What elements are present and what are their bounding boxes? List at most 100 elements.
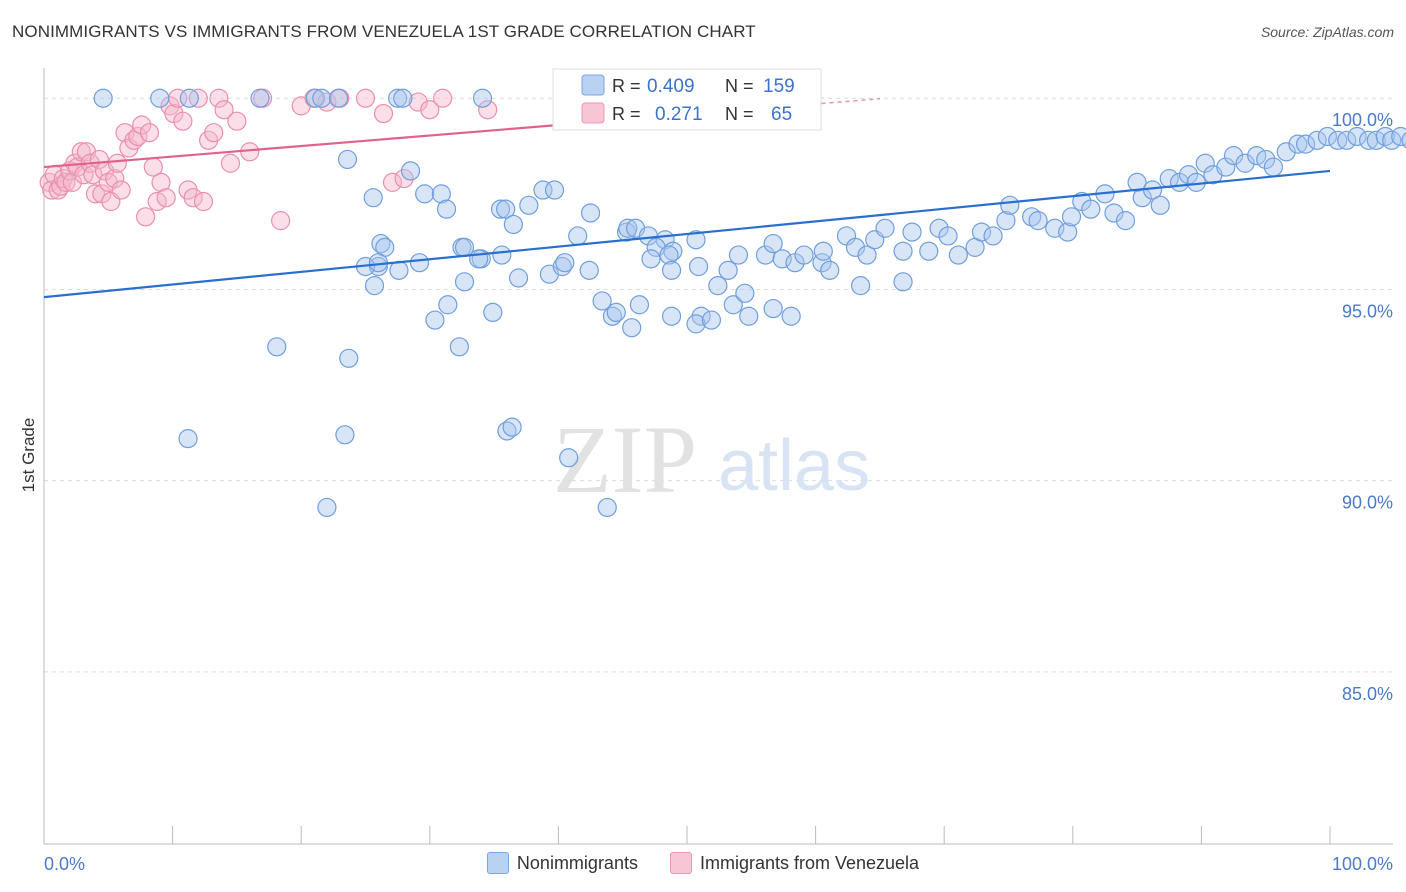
- nonimmigrants-point: [472, 88, 493, 108]
- nonimmigrants-point: [1401, 132, 1406, 149]
- nonimmigrants-trend-line: [43, 169, 1331, 299]
- nonimmigrants-point: [317, 497, 337, 518]
- immigrants-point: [227, 111, 247, 131]
- nonimmigrants-point: [948, 245, 968, 265]
- nonimmigrants-point: [597, 497, 617, 518]
- nonimmigrants-point: [425, 310, 445, 330]
- immigrants-point: [173, 111, 193, 131]
- immigrants-point: [193, 191, 214, 212]
- nonimmigrants-point: [820, 260, 840, 280]
- nonimmigrants-point: [1288, 134, 1308, 154]
- nonimmigrants-point: [708, 276, 728, 296]
- nonimmigrants-point: [857, 245, 877, 265]
- nonimmigrants-point: [544, 180, 565, 200]
- nonimmigrants-point: [1317, 126, 1338, 147]
- stats-swatch-blue: [581, 74, 605, 96]
- legend-label-immigrants: Immigrants from Venezuela: [699, 852, 920, 873]
- immigrants-point: [420, 100, 440, 120]
- nonimmigrants-point: [508, 268, 529, 288]
- y-axis-label: 1st Grade: [19, 418, 38, 493]
- nonimmigrants-point: [519, 195, 539, 215]
- nonimmigrants-point: [983, 226, 1003, 246]
- nonimmigrants-point: [641, 249, 661, 269]
- immigrants-point: [124, 130, 144, 150]
- legend-swatch-blue: [486, 852, 509, 874]
- nonimmigrants-point: [1127, 172, 1147, 192]
- nonimmigrants-point: [739, 306, 759, 326]
- nonimmigrants-point: [393, 88, 413, 108]
- immigrants-point: [56, 172, 76, 192]
- nonimmigrants-point: [328, 88, 349, 108]
- nonimmigrants-point: [661, 306, 682, 326]
- nonimmigrants-point: [1347, 126, 1367, 147]
- nonimmigrants-point: [1028, 211, 1048, 231]
- nonimmigrants-point: [794, 245, 814, 265]
- x-tick-label-max: 100.0%: [1332, 854, 1393, 874]
- nonimmigrants-point: [629, 295, 650, 315]
- immigrants-point: [317, 92, 337, 112]
- nonimmigrants-point: [580, 203, 601, 223]
- nonimmigrants-point: [335, 425, 355, 445]
- legend-item-immigrants[interactable]: Immigrants from Venezuela: [669, 852, 920, 874]
- immigrants-point: [156, 188, 176, 208]
- y-tick-label-0: 100.0%: [1332, 110, 1393, 130]
- immigrants-point: [220, 153, 241, 173]
- immigrants-point: [408, 92, 428, 112]
- nonimmigrants-point: [339, 348, 359, 368]
- axes: [43, 68, 1393, 845]
- stats-r-label-1: R =: [612, 76, 641, 96]
- nonimmigrants-point: [469, 249, 489, 269]
- nonimmigrants-point: [875, 218, 895, 238]
- nonimmigrants-point: [371, 233, 391, 254]
- nonimmigrants-point: [1195, 153, 1215, 173]
- nonimmigrants-point: [178, 429, 198, 449]
- nonimmigrants-point: [568, 226, 588, 246]
- nonimmigrants-point: [622, 318, 642, 338]
- nonimmigrants-point: [723, 295, 743, 315]
- immigrants-point: [135, 207, 156, 227]
- immigrants-point: [382, 172, 403, 192]
- immigrants-point: [394, 168, 414, 189]
- legend-item-nonimmigrants[interactable]: Nonimmigrants: [486, 852, 638, 874]
- immigrants-point: [132, 115, 152, 135]
- nonimmigrants-point: [659, 245, 679, 265]
- nonimmigrants-point: [1061, 207, 1082, 227]
- nonimmigrants-point: [1150, 195, 1170, 215]
- nonimmigrants-point: [337, 149, 358, 170]
- immigrants-point: [67, 157, 88, 177]
- nonimmigrants-point: [1307, 130, 1327, 150]
- nonimmigrants-point: [559, 448, 579, 468]
- nonimmigrants-point: [431, 184, 451, 204]
- nonimmigrants-point: [602, 306, 623, 326]
- nonimmigrants-point: [389, 260, 409, 280]
- nonimmigrants-point: [388, 88, 408, 108]
- nonimmigrants-point: [772, 249, 792, 269]
- nonimmigrants-point: [497, 421, 517, 441]
- nonimmigrants-point: [250, 88, 270, 108]
- nonimmigrants-point: [1115, 211, 1136, 231]
- stats-legend-box: R = 0.409 N = 159 R = 0.271 N = 65: [552, 68, 822, 131]
- chart-title: NONIMMIGRANTS VS IMMIGRANTS FROM VENEZUE…: [12, 22, 756, 41]
- immigrants-point: [183, 188, 203, 208]
- nonimmigrants-point: [1263, 157, 1284, 177]
- nonimmigrants-point: [503, 214, 523, 235]
- nonimmigrants-points: [93, 88, 1406, 518]
- nonimmigrants-point: [454, 272, 475, 292]
- immigrants-point: [433, 88, 453, 108]
- nonimmigrants-point: [845, 237, 866, 257]
- nonimmigrants-point: [688, 256, 709, 277]
- nonimmigrants-point: [735, 283, 755, 303]
- nonimmigrants-point: [579, 260, 599, 280]
- immigrants-point: [107, 153, 127, 173]
- nonimmigrants-point: [728, 245, 749, 265]
- nonimmigrants-point: [893, 241, 913, 261]
- nonimmigrants-point: [179, 88, 199, 108]
- nonimmigrants-point: [893, 272, 913, 292]
- immigrants-point: [111, 180, 131, 200]
- immigrants-point: [478, 100, 498, 120]
- nonimmigrants-point: [592, 291, 612, 311]
- nonimmigrants-point: [415, 184, 435, 204]
- nonimmigrants-point: [1058, 222, 1078, 242]
- immigrants-point: [214, 100, 234, 120]
- nonimmigrants-point: [1000, 195, 1020, 215]
